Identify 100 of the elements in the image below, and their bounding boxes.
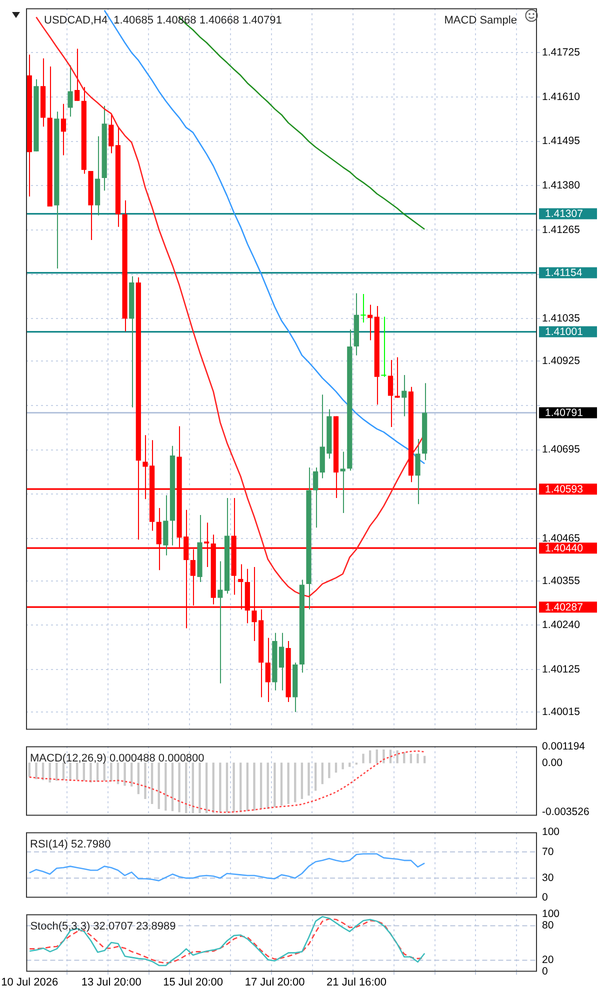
bar (205, 762, 208, 814)
bar (294, 762, 296, 802)
y-tick-label: 1.41725 (542, 46, 580, 59)
bar (150, 762, 154, 804)
y-tick-label: 20 (542, 954, 554, 966)
x-tick-label: 10 Jul 2026 (1, 976, 58, 988)
bar (382, 749, 385, 764)
ref-line-label: 1.41307 (545, 208, 584, 220)
y-tick-label: 1.41265 (542, 224, 580, 236)
y-tick-label: 30 (542, 872, 554, 884)
bar (328, 762, 330, 778)
bar (416, 754, 419, 764)
bar (342, 762, 344, 770)
bar (212, 762, 214, 814)
bar (280, 762, 283, 806)
bar (137, 762, 140, 794)
bar (424, 756, 426, 764)
bar (321, 762, 324, 784)
candlestick (265, 637, 270, 702)
bar (90, 762, 92, 782)
y-tick-label: -0.003526 (542, 806, 590, 818)
bar (219, 762, 222, 812)
bar (348, 762, 351, 767)
y-tick-label: 1.40465 (542, 532, 580, 544)
bar (226, 762, 228, 812)
candlestick (313, 467, 318, 528)
x-tick-label: 17 Jul 20:00 (244, 976, 305, 988)
y-tick-label: 100 (542, 826, 560, 838)
bar (308, 762, 310, 796)
bar (158, 762, 160, 809)
candlestick (388, 359, 394, 428)
bar (274, 762, 276, 808)
bar (314, 762, 317, 791)
y-tick-label: 1.40240 (542, 619, 580, 632)
ref-line-label: 1.41001 (545, 326, 584, 338)
bar (376, 749, 378, 764)
text: MACD(12,26,9) 0.000488 0.000800 (30, 752, 204, 764)
candlestick (68, 64, 73, 118)
y-tick-label: 1.40925 (542, 354, 580, 367)
bar (396, 750, 398, 764)
y-tick-label: 1.40355 (542, 574, 580, 587)
bar (144, 762, 146, 799)
candlestick (415, 438, 420, 505)
bar (240, 762, 242, 812)
y-tick-label: 1.40015 (542, 706, 580, 718)
y-tick-label: 1.40125 (542, 663, 580, 676)
y-tick-label: 1.41380 (542, 180, 580, 192)
bar (198, 762, 201, 814)
text: RSI(14) 52.7980 (30, 838, 111, 850)
ref-line-label: 1.41154 (545, 267, 582, 280)
candlestick (108, 113, 114, 154)
candlestick (74, 48, 80, 102)
bar (300, 762, 304, 799)
bar (56, 762, 58, 781)
bar (185, 762, 188, 814)
bar (35, 762, 38, 780)
bar (389, 750, 392, 764)
y-tick-label: 70 (542, 846, 554, 858)
bar (82, 762, 85, 781)
bar (266, 762, 269, 809)
bar (362, 754, 364, 764)
line-series (28, 750, 426, 813)
ref-line-label: 1.40791 (545, 407, 584, 420)
bar (368, 750, 372, 764)
bar (178, 762, 180, 812)
bar (124, 762, 126, 786)
bar (130, 762, 133, 786)
candlestick (340, 451, 346, 514)
candlestick (402, 374, 407, 417)
bar (253, 762, 256, 811)
y-tick-label: 100 (542, 908, 560, 920)
bar (334, 762, 338, 773)
candlestick (381, 316, 386, 378)
bar (103, 762, 106, 781)
bar (76, 762, 78, 780)
y-tick-label: 1.41035 (542, 312, 580, 325)
y-tick-label: 0 (542, 966, 548, 978)
candlestick (218, 560, 223, 684)
annotation: MACD Sample (444, 14, 517, 26)
bar (171, 762, 174, 812)
bar (164, 762, 167, 811)
bar (260, 762, 262, 809)
y-tick-label: 1.41610 (542, 90, 580, 103)
x-tick-label: 13 Jul 20:00 (81, 976, 142, 988)
y-tick-label: 1.41495 (542, 135, 580, 148)
candlestick (368, 304, 373, 341)
bar (410, 754, 412, 764)
y-tick-label: 0.001194 (542, 740, 586, 752)
bar (287, 762, 290, 804)
x-tick-label: 15 Jul 20:00 (163, 976, 224, 988)
ref-line-label: 1.40440 (545, 542, 584, 554)
candlestick (360, 294, 366, 324)
candlestick (60, 103, 66, 156)
ref-line-label: 1.40593 (545, 483, 584, 496)
y-tick-label: 0 (542, 892, 548, 904)
x-tick-label: 21 Jul 16:00 (326, 976, 386, 988)
y-tick-label: 0.00 (542, 756, 563, 769)
y-tick-label: 80 (542, 920, 554, 932)
bar (28, 762, 30, 777)
ref-line-label: 1.40287 (545, 601, 584, 614)
